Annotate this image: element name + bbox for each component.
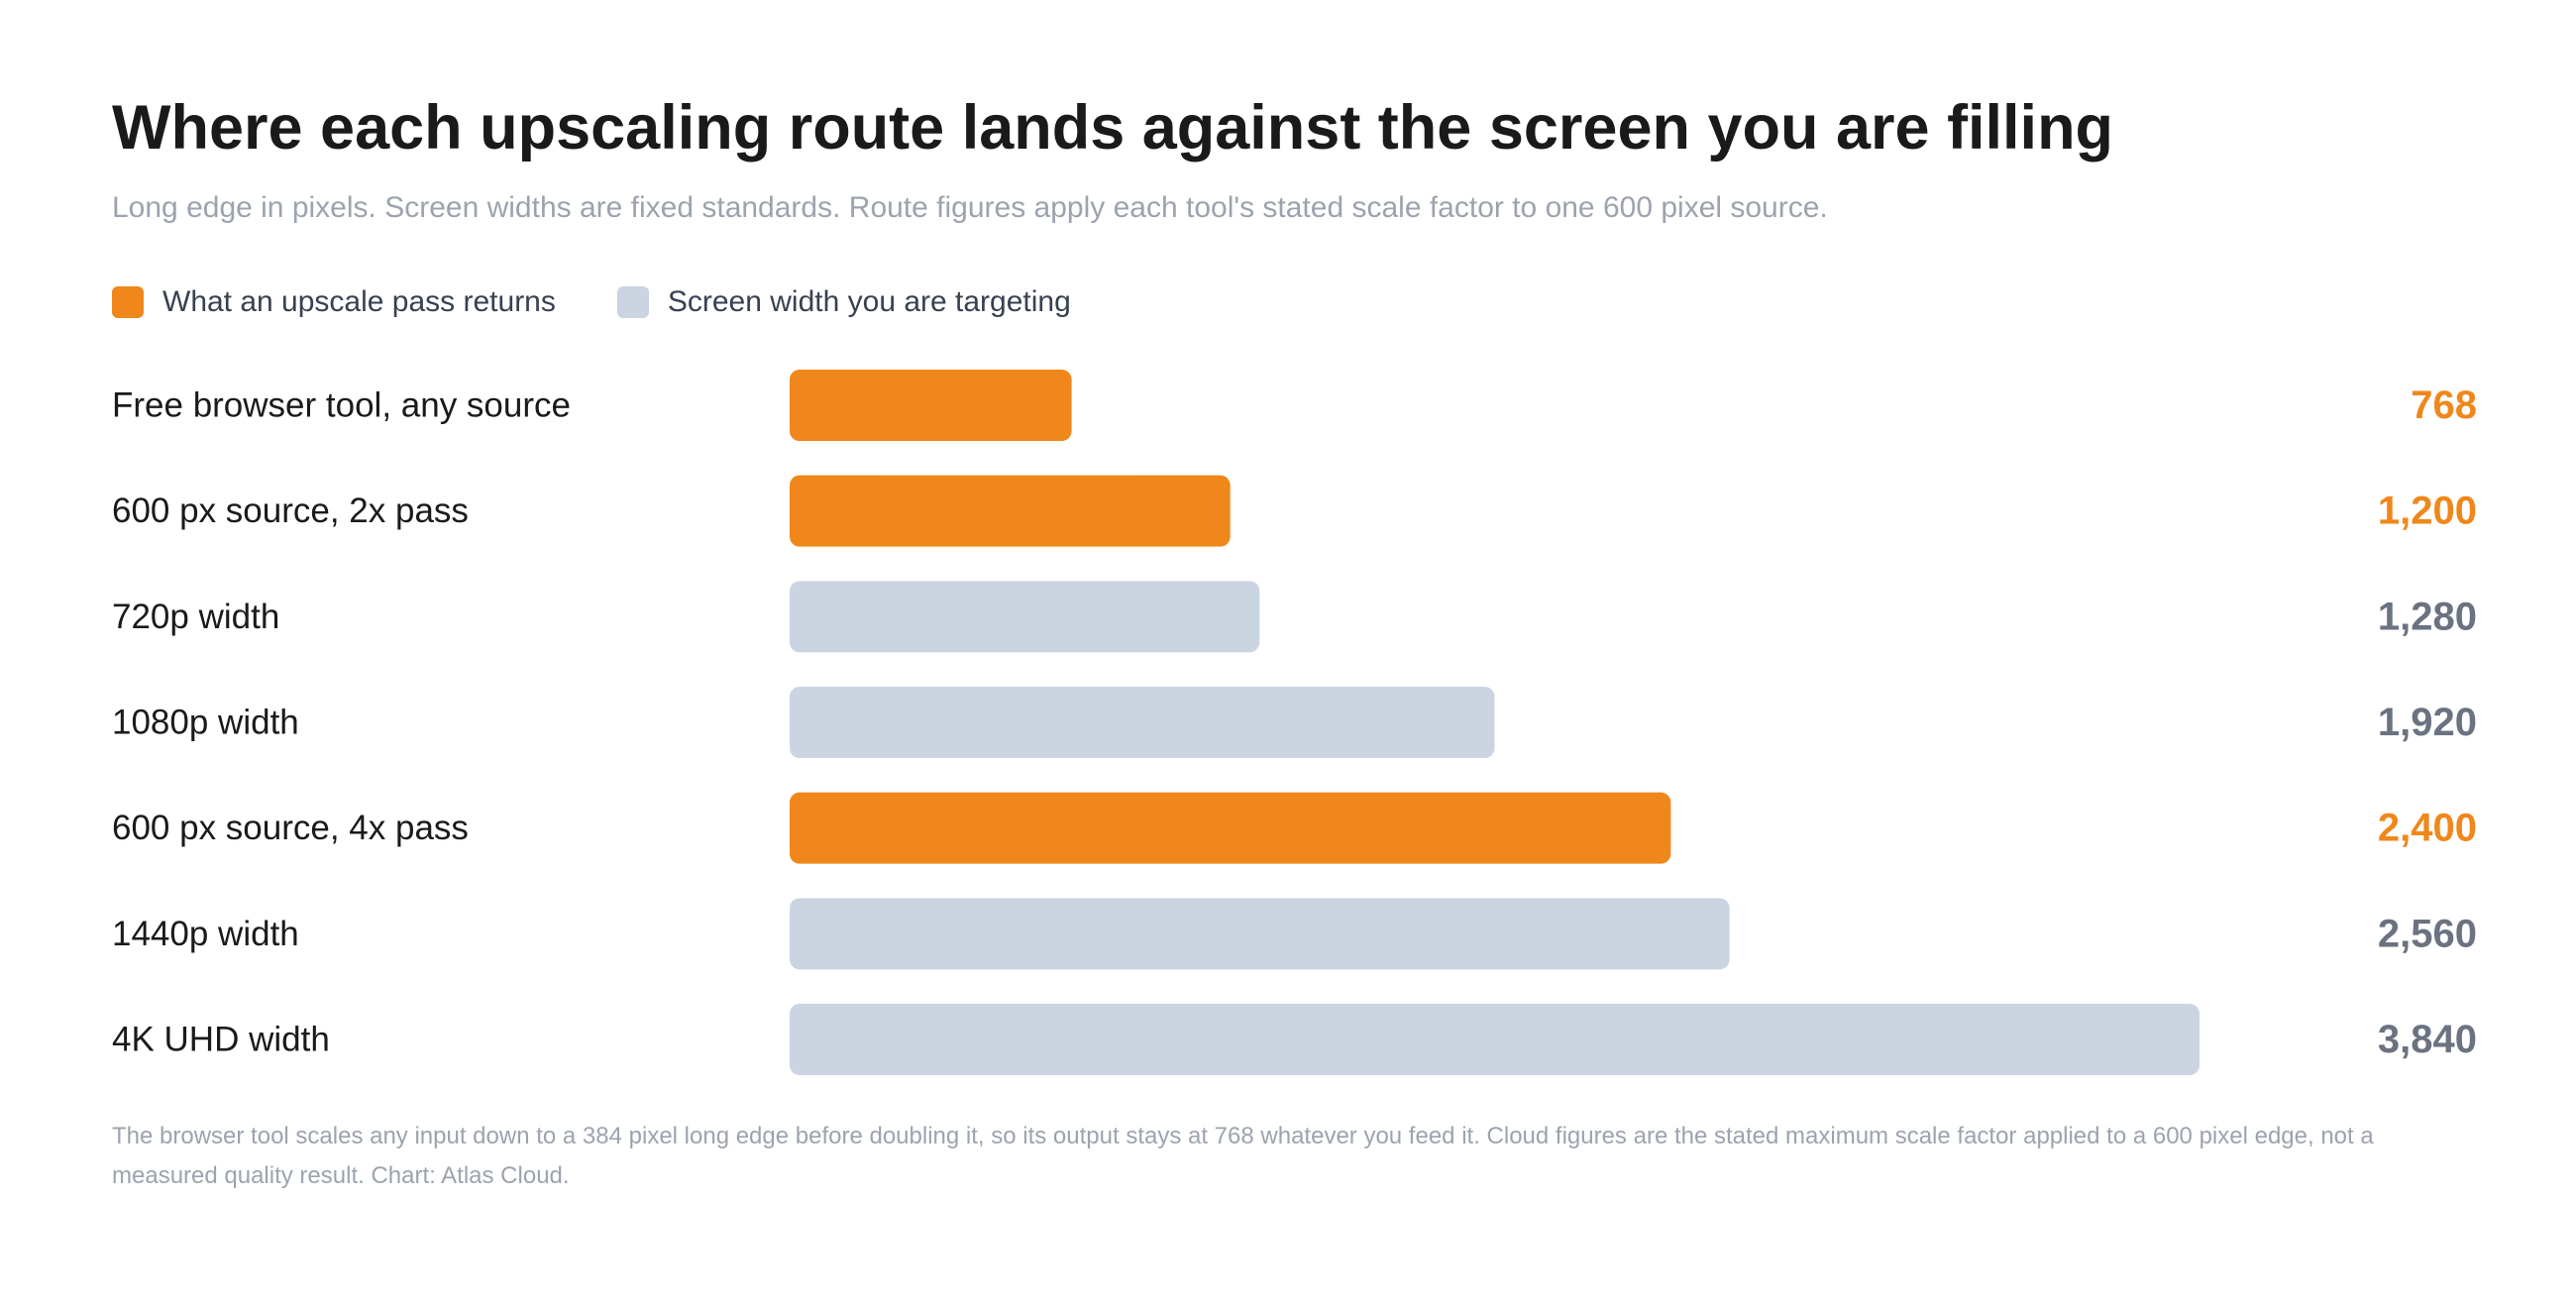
value-label: 3,840	[2378, 1018, 2477, 1061]
bar-route	[790, 792, 1671, 864]
chart-legend: What an upscale pass returns Screen widt…	[112, 282, 1132, 322]
legend-label-route: What an upscale pass returns	[162, 285, 556, 318]
bar-row: 600 px source, 4x pass 2,400	[112, 792, 2477, 864]
value-label: 1,920	[2378, 701, 2477, 744]
value-label: 2,400	[2378, 807, 2477, 850]
bar-row: 1080p width 1,920	[112, 687, 2477, 759]
bar-screen	[790, 898, 1730, 970]
legend-item-route: What an upscale pass returns	[112, 285, 556, 319]
chart-title: Where each upscaling route lands against…	[112, 93, 2114, 163]
value-label: 1,280	[2378, 595, 2477, 638]
bar-chart: Free browser tool, any source 768 600 px s…	[112, 370, 2477, 1076]
category-label: 600 px source, 4x pass	[112, 809, 469, 847]
bar-screen	[790, 687, 1495, 759]
bar-row: 1440p width 2,560	[112, 898, 2477, 970]
category-label: 1440p width	[112, 915, 299, 953]
value-label: 2,560	[2378, 912, 2477, 955]
bar-row: 600 px source, 2x pass 1,200	[112, 475, 2477, 547]
bar-screen	[790, 1004, 2200, 1076]
bar-route	[790, 370, 1072, 441]
category-label: 1080p width	[112, 704, 299, 742]
category-label: 720p width	[112, 598, 279, 636]
bar-row: 4K UHD width 3,840	[112, 1004, 2477, 1076]
category-label: 600 px source, 2x pass	[112, 491, 469, 530]
legend-item-screen: Screen width you are targeting	[616, 285, 1071, 319]
chart-footnote: The browser tool scales any input down t…	[112, 1123, 2374, 1189]
legend-swatch-screen	[616, 286, 649, 318]
bar-row: 720p width 1,280	[112, 581, 2477, 653]
value-label: 768	[2411, 383, 2477, 427]
legend-label-screen: Screen width you are targeting	[667, 285, 1071, 318]
bar-row: Free browser tool, any source 768	[112, 370, 2477, 441]
value-label: 1,200	[2378, 490, 2477, 533]
category-label: Free browser tool, any source	[112, 386, 571, 425]
chart-subtitle: Long edge in pixels. Screen widths are f…	[112, 191, 1828, 224]
category-label: 4K UHD width	[112, 1021, 330, 1059]
legend-swatch-route	[112, 286, 144, 318]
bar-screen	[790, 581, 1260, 653]
bar-route	[790, 475, 1231, 547]
